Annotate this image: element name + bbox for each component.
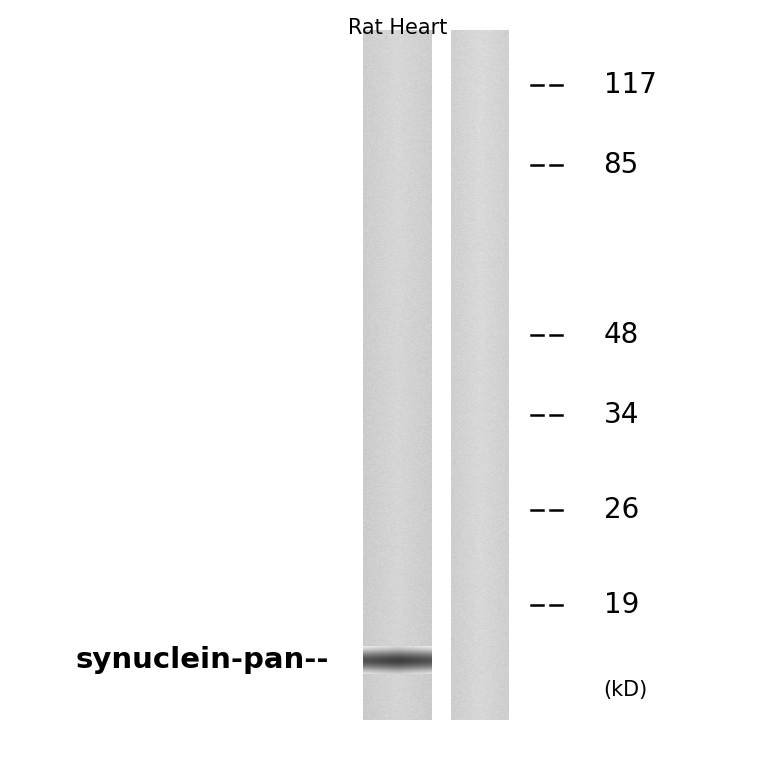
Text: 34: 34 <box>604 401 639 429</box>
Text: 117: 117 <box>604 71 656 99</box>
Text: Rat Heart: Rat Heart <box>348 18 447 38</box>
Text: 48: 48 <box>604 321 639 349</box>
Text: synuclein-pan--: synuclein-pan-- <box>75 646 329 674</box>
Text: 26: 26 <box>604 496 639 524</box>
Text: 19: 19 <box>604 591 639 619</box>
Text: 85: 85 <box>604 151 639 179</box>
Text: (kD): (kD) <box>604 680 648 700</box>
